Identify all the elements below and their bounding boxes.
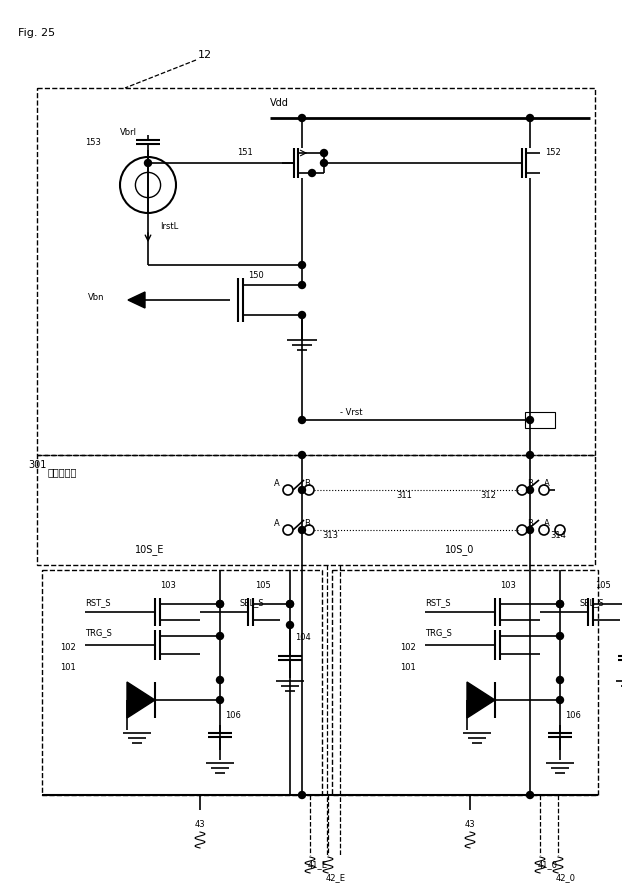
Circle shape (299, 527, 305, 533)
Polygon shape (467, 682, 495, 718)
Text: 151: 151 (237, 148, 253, 157)
Text: 41_E: 41_E (308, 860, 328, 869)
Circle shape (287, 601, 294, 608)
Text: 301: 301 (28, 460, 47, 470)
Circle shape (216, 601, 223, 608)
Text: 102: 102 (60, 643, 76, 652)
Circle shape (216, 601, 223, 608)
Circle shape (299, 451, 305, 458)
Text: A: A (274, 520, 280, 529)
Circle shape (216, 633, 223, 640)
Circle shape (557, 601, 564, 608)
Circle shape (557, 697, 564, 703)
Text: 42_E: 42_E (326, 873, 346, 882)
Text: RST_S: RST_S (85, 598, 111, 607)
Text: 103: 103 (500, 581, 516, 590)
Text: 314: 314 (550, 531, 566, 540)
Bar (37, 455, 595, 565)
Text: Vbrl: Vbrl (120, 128, 137, 137)
Circle shape (287, 601, 294, 608)
Circle shape (299, 281, 305, 288)
Text: B: B (304, 520, 310, 529)
Text: 313: 313 (322, 531, 338, 540)
Circle shape (309, 169, 315, 176)
Text: 153: 153 (85, 138, 101, 147)
Text: 311: 311 (396, 491, 412, 500)
Circle shape (557, 601, 564, 608)
Circle shape (216, 676, 223, 684)
Text: Vbn: Vbn (88, 293, 104, 302)
Text: TRG_S: TRG_S (425, 628, 452, 637)
Text: 312: 312 (480, 491, 496, 500)
Circle shape (526, 115, 534, 122)
Circle shape (557, 676, 564, 684)
Circle shape (299, 487, 305, 493)
Text: IrstL: IrstL (160, 222, 179, 231)
Text: - Vrst: - Vrst (340, 408, 363, 417)
Text: 12: 12 (198, 50, 212, 60)
Circle shape (299, 791, 305, 798)
Text: B: B (527, 480, 533, 489)
Circle shape (287, 621, 294, 628)
Text: 42_0: 42_0 (556, 873, 576, 882)
Circle shape (557, 633, 564, 640)
Text: B: B (527, 520, 533, 529)
Circle shape (144, 159, 152, 166)
Text: B: B (304, 480, 310, 489)
Text: A: A (274, 480, 280, 489)
Bar (332, 570, 598, 795)
Text: 152: 152 (545, 148, 561, 157)
Text: A: A (544, 480, 550, 489)
Text: 150: 150 (248, 271, 264, 280)
Circle shape (320, 150, 328, 157)
Text: 101: 101 (400, 663, 415, 672)
Polygon shape (128, 292, 145, 308)
Circle shape (299, 115, 305, 122)
Text: 信号切替部: 信号切替部 (48, 467, 77, 477)
Circle shape (299, 312, 305, 319)
Text: RST_S: RST_S (425, 598, 450, 607)
Text: 43: 43 (195, 820, 205, 829)
Text: 43: 43 (465, 820, 475, 829)
Text: SEL_S: SEL_S (580, 598, 605, 607)
Text: TRG_S: TRG_S (85, 628, 112, 637)
Text: 10S_E: 10S_E (136, 544, 165, 554)
Text: 106: 106 (225, 711, 241, 720)
Circle shape (299, 262, 305, 269)
Circle shape (526, 527, 534, 533)
Text: Vdd: Vdd (270, 98, 289, 108)
Circle shape (526, 791, 534, 798)
Circle shape (526, 487, 534, 493)
Bar (525, 412, 555, 428)
Text: SEL_S: SEL_S (240, 598, 264, 607)
Text: 104: 104 (295, 633, 311, 642)
Text: 105: 105 (595, 581, 611, 590)
Text: 10S_0: 10S_0 (445, 544, 475, 554)
Circle shape (299, 417, 305, 424)
Polygon shape (127, 682, 155, 718)
Bar (42, 570, 322, 795)
Text: A: A (544, 520, 550, 529)
Circle shape (526, 417, 534, 424)
Text: 106: 106 (565, 711, 581, 720)
Text: 105: 105 (255, 581, 271, 590)
Text: 102: 102 (400, 643, 415, 652)
Text: Fig. 25: Fig. 25 (18, 28, 55, 38)
Text: 103: 103 (160, 581, 176, 590)
Circle shape (320, 159, 328, 166)
Circle shape (216, 697, 223, 703)
Bar (37, 88, 595, 455)
Circle shape (526, 451, 534, 458)
Text: 41_0: 41_0 (538, 860, 558, 869)
Text: 101: 101 (60, 663, 76, 672)
